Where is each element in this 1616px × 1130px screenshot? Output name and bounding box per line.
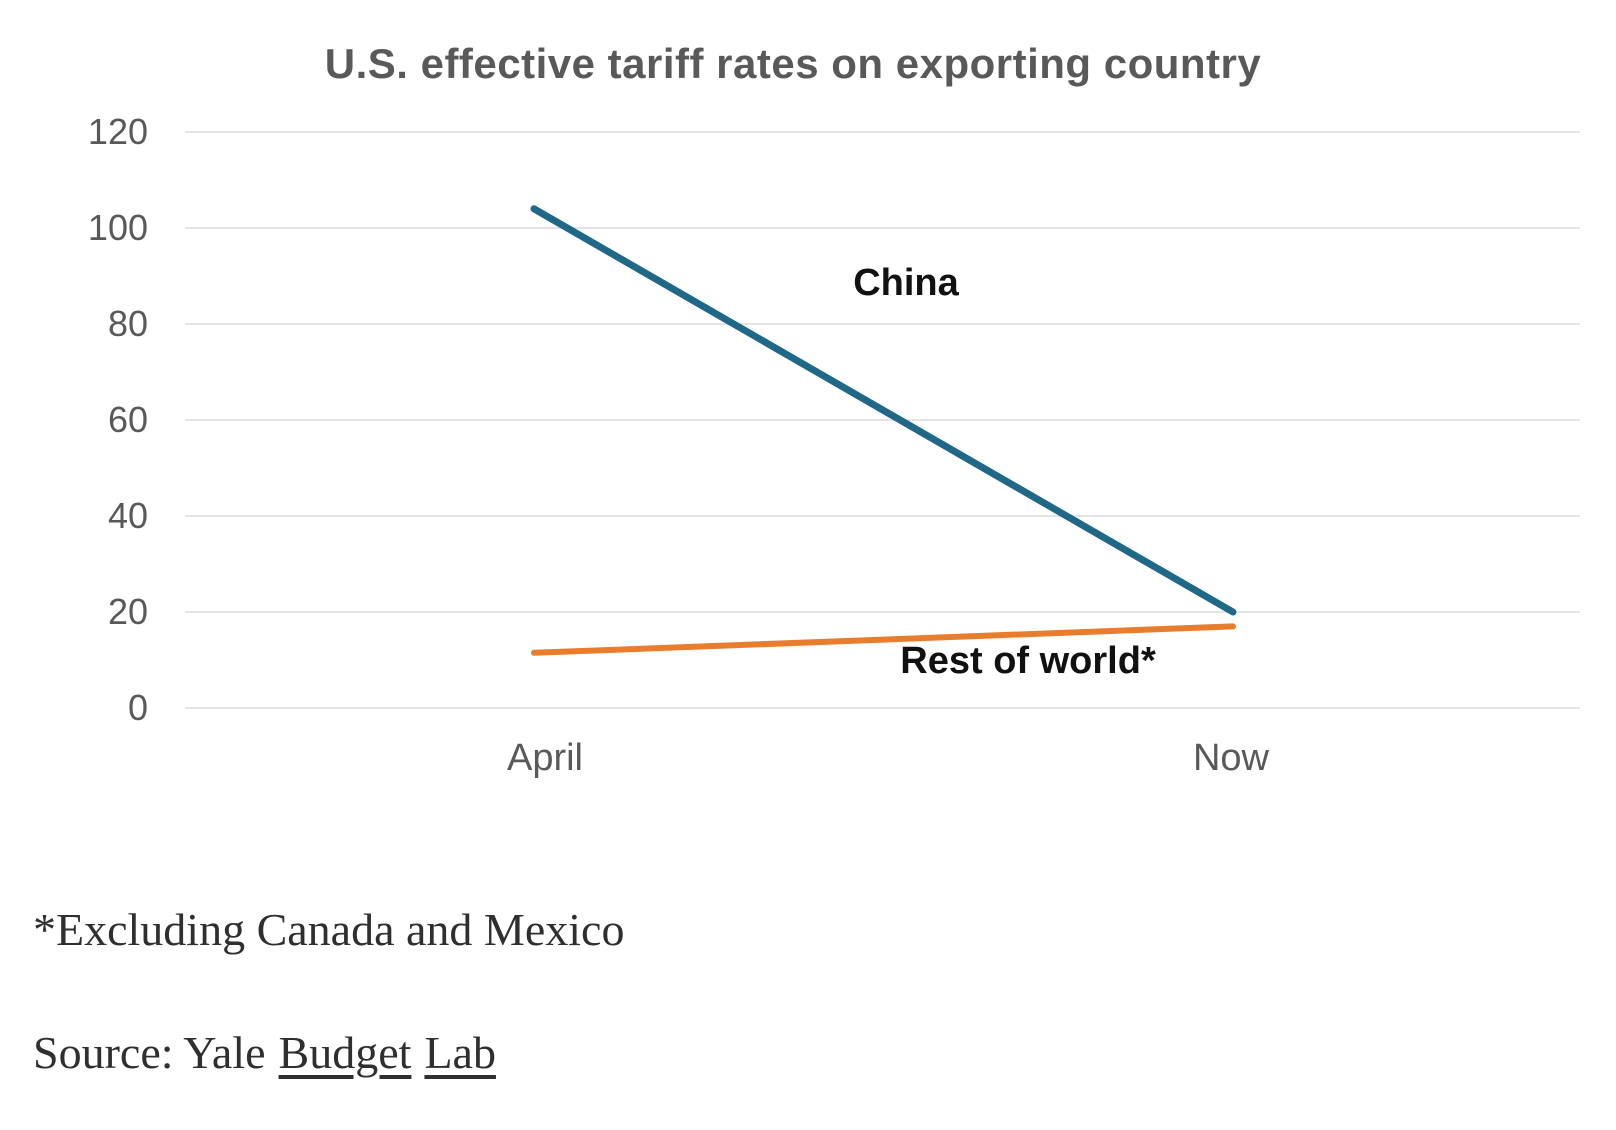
china-series-label: China (853, 262, 959, 304)
gridline (185, 419, 1580, 421)
chart-plot-area: 120 100 80 60 40 20 0 China Rest of worl… (87, 111, 1580, 779)
gridline (185, 611, 1580, 613)
y-axis-tick-label: 60 (107, 399, 148, 440)
y-axis-tick-label: 20 (107, 591, 148, 632)
gridline (185, 131, 1580, 133)
source-prefix: Source: Yale (33, 1027, 266, 1078)
gridline (185, 323, 1580, 325)
china-line-series (530, 205, 1237, 616)
x-axis-label-now: Now (1192, 737, 1270, 779)
y-axis-tick-label: 120 (87, 111, 148, 152)
x-axis-label-april: April (506, 737, 584, 779)
rest-of-world-series-label: Rest of world* (900, 640, 1156, 682)
gridline (185, 707, 1580, 709)
chart-title: U.S. effective tariff rates on exporting… (324, 40, 1262, 87)
line-series-canvas (530, 205, 1237, 656)
rest-of-world-line-series (531, 623, 1236, 656)
y-axis-tick-label: 100 (87, 207, 148, 248)
gridline (185, 227, 1580, 229)
y-axis-tick-label: 80 (107, 303, 148, 344)
source-link-lab[interactable]: Lab (424, 1027, 496, 1078)
source-text: Source: Yale Budget Lab (33, 1026, 496, 1079)
footnote: *Excluding Canada and Mexico (33, 904, 625, 955)
source-link-budget[interactable]: Budget (278, 1027, 412, 1078)
y-axis-tick-label: 40 (107, 495, 148, 536)
y-axis-tick-label: 0 (127, 687, 148, 728)
gridline (185, 515, 1580, 517)
